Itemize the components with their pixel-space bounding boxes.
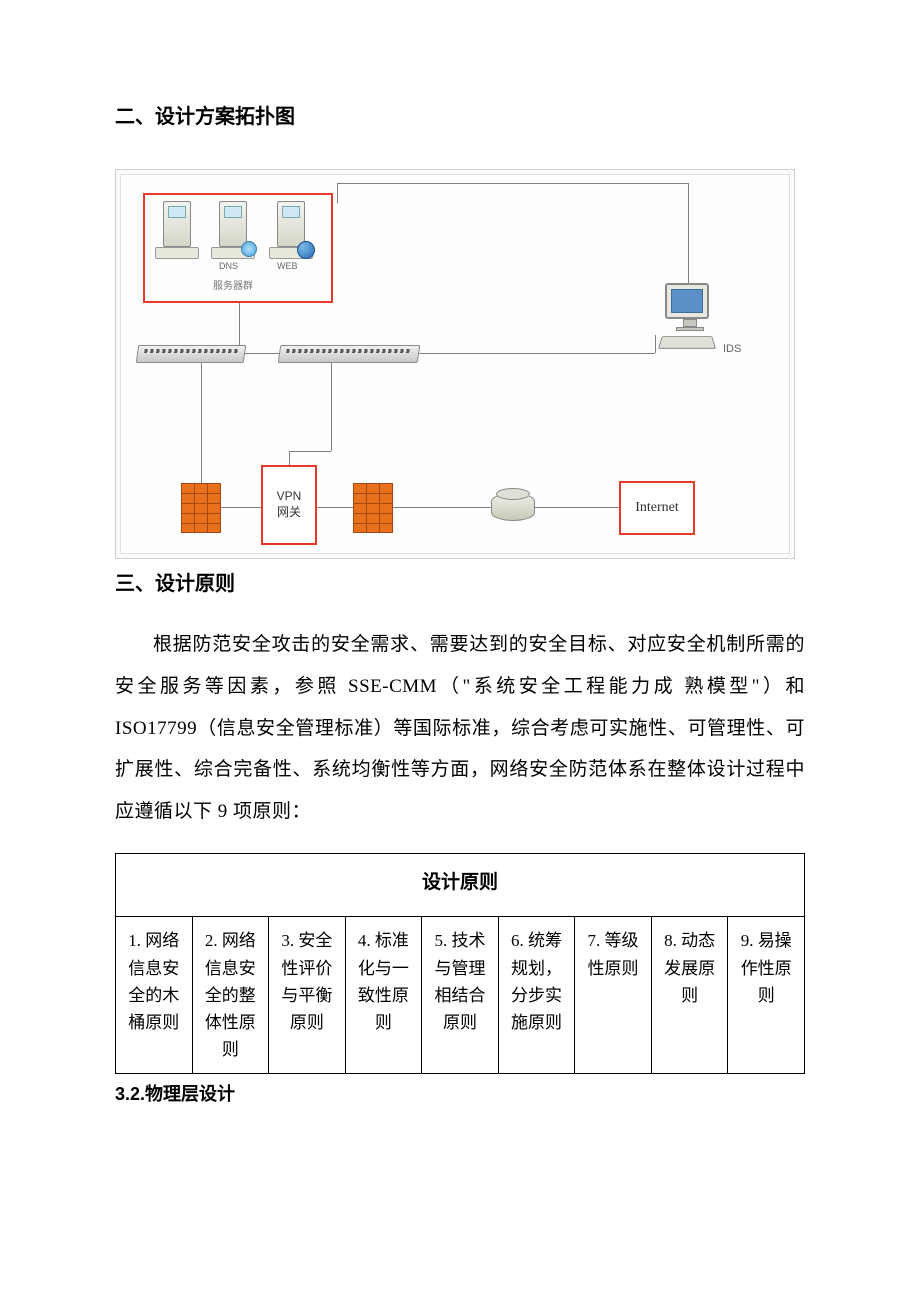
firewall-1 bbox=[181, 483, 221, 533]
internet-box: Internet bbox=[619, 481, 695, 535]
dns-label: DNS bbox=[219, 261, 238, 271]
wire bbox=[655, 335, 656, 353]
table-cell-1: 1. 网络信息安全的木桶原则 bbox=[116, 917, 193, 1074]
design-principles-paragraph: 根据防范安全攻击的安全需求、需要达到的安全目标、对应安全机制所需的安全服务等因素… bbox=[115, 624, 805, 833]
wire bbox=[289, 451, 290, 465]
section-3-2-heading: 3.2.物理层设计 bbox=[115, 1080, 805, 1106]
wire bbox=[688, 183, 689, 283]
table-cell-5: 5. 技术与管理相结合原则 bbox=[422, 917, 499, 1074]
wire bbox=[337, 183, 689, 184]
wire bbox=[535, 507, 619, 508]
wire bbox=[393, 507, 491, 508]
table-row: 1. 网络信息安全的木桶原则 2. 网络信息安全的整体性原则 3. 安全性评价与… bbox=[116, 917, 805, 1074]
principles-table: 设计原则 1. 网络信息安全的木桶原则 2. 网络信息安全的整体性原则 3. 安… bbox=[115, 853, 805, 1074]
firewall-2 bbox=[353, 483, 393, 533]
table-cell-3: 3. 安全性评价与平衡原则 bbox=[269, 917, 346, 1074]
internet-label: Internet bbox=[635, 500, 679, 516]
topology-diagram: DNS WEB 服务器群 IDS VPN 网关 bbox=[115, 169, 795, 559]
table-title: 设计原则 bbox=[116, 853, 805, 916]
diagram-inner: DNS WEB 服务器群 IDS VPN 网关 bbox=[120, 174, 790, 554]
web-label: WEB bbox=[277, 261, 298, 271]
wire bbox=[337, 183, 338, 203]
wire bbox=[221, 507, 261, 508]
router-icon bbox=[491, 493, 535, 521]
table-cell-6: 6. 统筹规划，分步实施原则 bbox=[498, 917, 575, 1074]
wire bbox=[245, 353, 279, 354]
wire bbox=[201, 363, 202, 483]
vpn-gateway-box: VPN 网关 bbox=[261, 465, 317, 545]
server-group-label: 服务器群 bbox=[213, 277, 253, 292]
table-cell-7: 7. 等级性原则 bbox=[575, 917, 652, 1074]
wire bbox=[239, 303, 240, 345]
vpn-label-1: VPN bbox=[277, 489, 302, 505]
vpn-label-2: 网关 bbox=[277, 505, 301, 521]
table-cell-4: 4. 标准化与一致性原则 bbox=[345, 917, 422, 1074]
table-cell-2: 2. 网络信息安全的整体性原则 bbox=[192, 917, 269, 1074]
wire bbox=[331, 363, 332, 451]
ids-pc-icon bbox=[665, 283, 714, 349]
table-cell-8: 8. 动态发展原则 bbox=[651, 917, 728, 1074]
table-cell-9: 9. 易操作性原则 bbox=[728, 917, 805, 1074]
server-icon-dns bbox=[211, 201, 255, 259]
section-2-heading: 二、设计方案拓扑图 bbox=[115, 100, 805, 129]
wire bbox=[289, 451, 331, 452]
ids-label: IDS bbox=[723, 343, 741, 355]
wire bbox=[317, 507, 353, 508]
server-icon bbox=[155, 201, 199, 259]
server-icon-web bbox=[269, 201, 313, 259]
section-3-heading: 三、设计原则 bbox=[115, 567, 805, 596]
switch-1 bbox=[136, 345, 247, 363]
switch-2 bbox=[278, 345, 421, 363]
wire bbox=[419, 353, 655, 354]
